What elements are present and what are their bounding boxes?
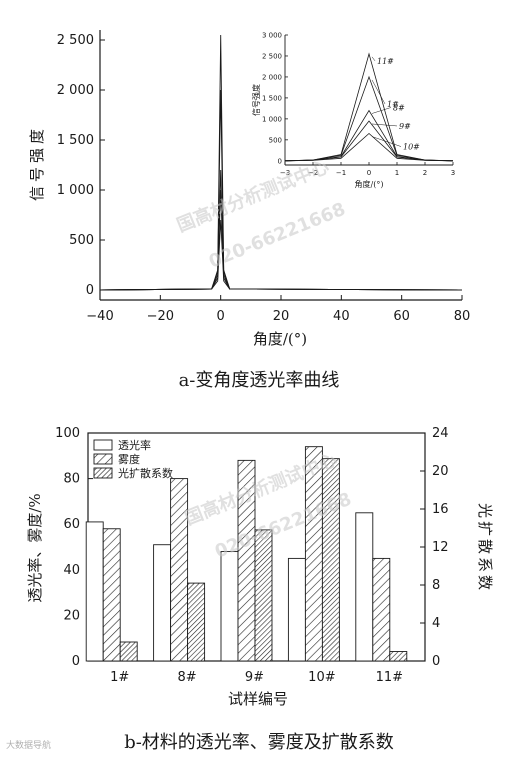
chart-b-bar	[170, 478, 189, 662]
inset-x-tick-label: −1	[336, 169, 346, 177]
inset-series-label: 8#	[393, 103, 405, 112]
legend-swatch	[93, 467, 113, 479]
chart-b-bar	[85, 521, 104, 662]
inset-y-tick-label: 1 500	[262, 94, 282, 102]
inset-x-axis-title: 角度/(°)	[355, 179, 384, 189]
inset-series-leader	[371, 123, 398, 127]
legend-label: 雾度	[118, 452, 140, 466]
chart-b-y-tick-label: 20	[63, 608, 80, 623]
chart-b-x-tick-label: 8#	[178, 670, 197, 685]
inset-series-label: 11#	[377, 57, 394, 66]
chart-b-x-tick-label: 11#	[376, 670, 403, 685]
inset-y-tick-label: 2 500	[262, 52, 282, 60]
material-properties-chart: 0 20 40 60 80 100 0 4 8 12 16 20 24 1# 8# 9# 10# 11# 透光率雾…	[26, 426, 494, 753]
chart-a-x-tick-label: 40	[333, 309, 350, 324]
inset-series-leader	[371, 136, 402, 147]
chart-b-bar	[389, 651, 408, 662]
chart-a-series-line	[99, 219, 463, 291]
chart-a-x-tick-label: −20	[147, 309, 174, 324]
chart-b-bars	[85, 446, 408, 662]
inset-y-tick-label: 1 000	[262, 115, 282, 123]
chart-a-series	[99, 34, 463, 291]
chart-b-y2-tick-label: 16	[432, 502, 449, 517]
chart-a-y-tick-label: 1 000	[57, 183, 94, 198]
chart-b-bar	[372, 557, 391, 662]
chart-a-y-tick-label: 500	[69, 233, 94, 248]
inset-x-tick-label: −3	[280, 169, 290, 177]
chart-a-caption: a-变角度透光率曲线	[179, 370, 340, 391]
chart-b-bar	[220, 551, 239, 662]
chart-b-y2-tick-label: 0	[432, 654, 440, 669]
chart-b-caption: b-材料的透光率、雾度及扩散系数	[124, 732, 394, 753]
chart-b-bar	[287, 557, 306, 662]
inset-series-label: 9#	[399, 122, 411, 131]
inset-x-tick-label: −2	[308, 169, 318, 177]
chart-a-x-axis-title: 角度/(°)	[253, 330, 307, 348]
chart-a-x-tick-label: 80	[454, 309, 471, 324]
legend-label: 光扩散系数	[118, 466, 173, 480]
inset-y-tick-label: 3 000	[262, 32, 282, 40]
inset-series-line	[284, 132, 454, 162]
corner-mark: 大数据导航	[6, 739, 51, 751]
chart-b-y2-axis-title: 光扩散系数	[476, 503, 494, 593]
chart-b-y-tick-label: 0	[72, 654, 80, 669]
inset-series-label: 1#	[387, 100, 399, 109]
inset-x-tick-label: 0	[367, 169, 371, 177]
chart-b-y2-tick-label: 20	[432, 464, 449, 479]
chart-a-y-tick-label: 2 000	[57, 83, 94, 98]
chart-b-y2-tick-label: 4	[432, 616, 440, 631]
chart-b-x-tick-label: 1#	[110, 670, 129, 685]
chart-b-x-axis-title: 试样编号	[228, 690, 288, 708]
inset-y-axis-title: 信号强度	[251, 84, 261, 116]
chart-b-x-tick-label: 10#	[308, 670, 335, 685]
chart-a-y-tick-label: 2 500	[57, 33, 94, 48]
chart-a-y-tick-label: 1 500	[57, 133, 94, 148]
chart-b-y-tick-label: 80	[63, 472, 80, 487]
chart-b-y2-tick-label: 12	[432, 540, 449, 555]
chart-b-bar	[321, 458, 340, 662]
chart-b-y-tick-label: 40	[63, 563, 80, 578]
inset-series-leader	[371, 107, 392, 114]
inset-y-tick-label: 0	[278, 157, 282, 165]
inset-x-tick-label: 1	[395, 169, 399, 177]
chart-a-x-tick-label: 20	[273, 309, 290, 324]
chart-b-y-tick-label: 60	[63, 517, 80, 532]
inset-x-tick-label: 3	[451, 169, 455, 177]
inset-series-label: 10#	[403, 143, 420, 152]
chart-a-y-tick-label: 0	[86, 283, 94, 298]
chart-b-bar	[119, 641, 138, 662]
chart-b-bar	[153, 544, 172, 662]
chart-b-y-axis-title: 透光率、雾度/%	[26, 493, 44, 602]
inset-x-tick-label: 2	[423, 169, 427, 177]
chart-a-x-tick-label: 0	[217, 309, 225, 324]
legend-label: 透光率	[118, 438, 151, 452]
legend-swatch	[93, 453, 113, 465]
chart-a-x-tick-label: 60	[393, 309, 410, 324]
inset-series-leader	[371, 56, 376, 62]
inset-background	[285, 35, 453, 165]
inset-y-tick-label: 500	[269, 136, 282, 144]
inset-series-leader	[371, 79, 386, 105]
chart-b-y2-tick-label: 24	[432, 426, 449, 441]
inset-y-tick-label: 2 000	[262, 73, 282, 81]
chart-b-bar	[102, 528, 121, 662]
chart-b-x-tick-label: 9#	[245, 670, 264, 685]
chart-a-inset: −3 −2 −1 0 1 2 3 0 500 1 000 1 500 2 000 2 500 3 000 角…	[251, 32, 455, 190]
chart-b-bar	[187, 582, 206, 662]
legend-swatch	[93, 439, 113, 451]
chart-a-y-axis-title: 信号强度	[28, 125, 46, 201]
chart-b-y2-tick-label: 8	[432, 578, 440, 593]
chart-a-x-tick-label: −40	[86, 309, 113, 324]
chart-b-bar	[355, 512, 374, 662]
chart-b-bar	[254, 529, 273, 662]
chart-b-y-tick-label: 100	[55, 426, 80, 441]
